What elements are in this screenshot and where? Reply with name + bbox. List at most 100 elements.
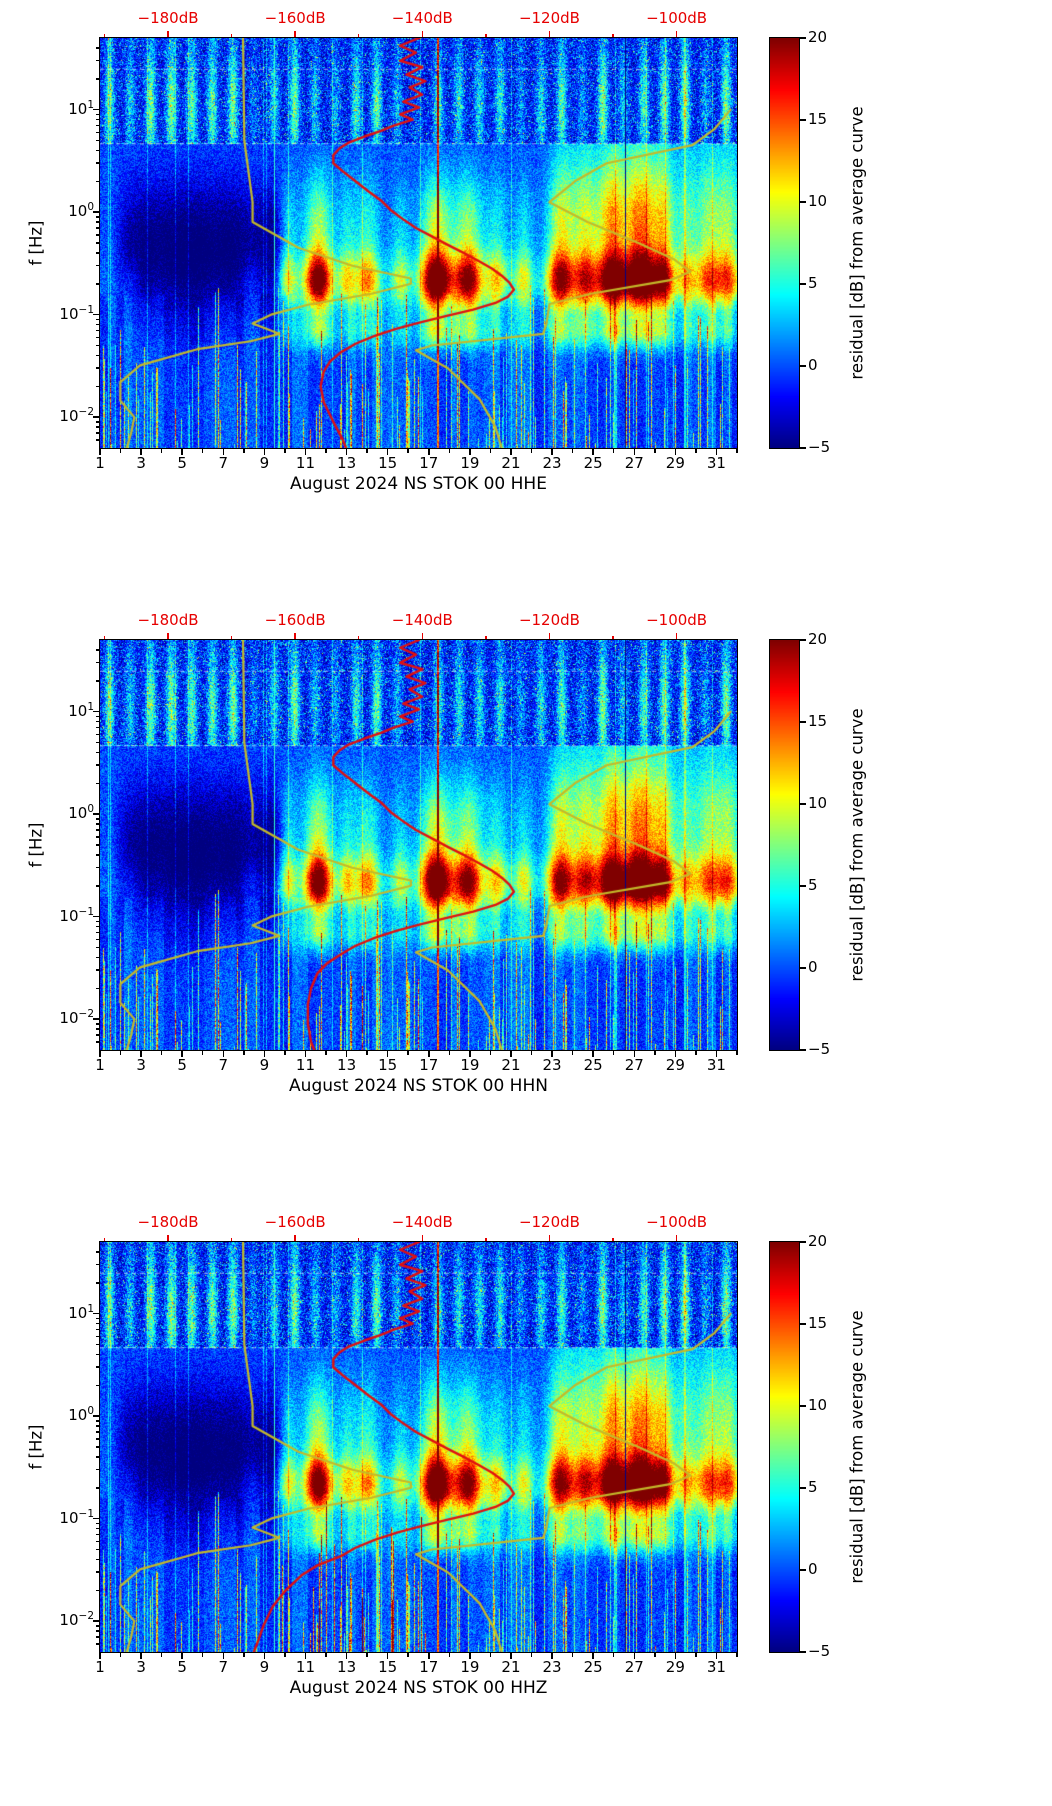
colorbar-tick: [800, 885, 806, 887]
top-axis-tick-label: −160dB: [264, 9, 326, 27]
panel-hhe: f [Hz] residual [dB] from average curve …: [0, 0, 1052, 602]
y-axis-minor-tick: [95, 227, 99, 229]
x-axis-minor-tick: [448, 1653, 451, 1657]
x-axis-tick-label: 3: [136, 454, 146, 472]
x-axis-tick-label: 31: [706, 454, 726, 472]
top-axis-tick-label: −180dB: [137, 9, 199, 27]
x-axis-major-tick: [181, 449, 183, 455]
x-axis-minor-tick: [119, 1051, 122, 1055]
y-axis-minor-tick: [95, 344, 99, 347]
y-axis-minor-tick: [95, 59, 99, 62]
spectrogram-canvas-hhz: [99, 1241, 738, 1653]
x-axis-minor-tick: [160, 1653, 163, 1657]
axes-ticks-layer: −180dB −160dB −140dB −120dB −100dB 1 3 5 7 9 11 13 1…: [0, 602, 1052, 1204]
top-axis-minor-tick: [612, 635, 614, 639]
x-axis-tick-label: 1: [95, 1658, 105, 1676]
y-axis-minor-tick: [95, 818, 99, 820]
y-axis-major-tick: [93, 211, 99, 213]
x-axis-minor-tick: [407, 1051, 409, 1055]
x-axis-minor-tick: [448, 449, 451, 453]
y-axis-minor-tick: [95, 969, 99, 971]
top-axis-minor-tick: [485, 635, 487, 639]
x-axis-minor-tick: [654, 449, 656, 453]
x-axis-minor-tick: [325, 449, 327, 453]
x-axis-tick-label: 9: [259, 1056, 270, 1074]
colorbar-tick: [800, 119, 806, 121]
x-axis-tick-label: 11: [295, 1056, 316, 1074]
x-axis-tick-label: 29: [665, 1056, 685, 1074]
y-axis-minor-tick: [95, 252, 99, 254]
x-axis-minor-tick: [612, 449, 615, 453]
x-axis-tick-label: 19: [460, 1658, 480, 1676]
y-axis-minor-tick: [95, 1023, 99, 1025]
top-axis-major-tick: [167, 31, 169, 37]
top-axis-tick-label: −160dB: [264, 1213, 326, 1231]
colorbar-tick: [800, 447, 806, 449]
x-axis-tick-label: 11: [295, 1658, 316, 1676]
colorbar-tick-label: 0: [808, 958, 818, 976]
colorbar-tick: [800, 1651, 806, 1653]
y-axis-minor-tick: [95, 234, 99, 236]
y-axis-minor-tick: [95, 715, 99, 718]
x-axis-tick-label: 9: [259, 454, 270, 472]
x-axis-major-tick: [99, 1653, 101, 1659]
x-axis-minor-tick: [284, 449, 286, 453]
x-axis-tick-label: 25: [583, 454, 603, 472]
axes-ticks-layer: −180dB −160dB −140dB −120dB −100dB 1 3 5 7 9 11 13 1…: [0, 0, 1052, 602]
x-axis-minor-tick: [489, 1653, 492, 1657]
y-axis-major-tick: [93, 1415, 99, 1417]
x-axis-major-tick: [469, 1653, 471, 1659]
x-axis-tick-label: 7: [218, 1056, 229, 1074]
y-axis-minor-tick: [95, 139, 99, 142]
y-axis-minor-tick: [95, 1558, 99, 1561]
colorbar-tick-label: 0: [808, 1560, 818, 1578]
x-axis-major-tick: [715, 1653, 718, 1659]
x-axis-minor-tick: [407, 449, 409, 453]
x-axis-major-tick: [428, 449, 430, 455]
colorbar-tick: [800, 1569, 806, 1571]
x-axis-tick-label: 23: [542, 1056, 562, 1074]
y-axis-tick-label: 10−1: [59, 303, 94, 323]
y-axis-minor-tick: [95, 1384, 99, 1387]
y-axis-minor-tick: [95, 1540, 99, 1543]
top-axis-major-tick: [294, 633, 296, 639]
y-axis-minor-tick: [95, 47, 99, 49]
y-axis-minor-tick: [95, 1527, 99, 1530]
y-axis-tick-label: 10−2: [59, 406, 94, 426]
x-axis-minor-tick: [530, 1051, 533, 1055]
y-axis-major-tick: [93, 1620, 99, 1622]
x-axis-tick-label: 7: [218, 454, 229, 472]
x-axis-tick-label: 21: [501, 1056, 521, 1074]
y-axis-minor-tick: [95, 1438, 99, 1440]
colorbar-tick: [800, 1487, 806, 1489]
top-axis-tick-label: −120dB: [518, 1213, 580, 1231]
y-axis-minor-tick: [95, 1522, 99, 1525]
x-axis-minor-tick: [366, 1051, 368, 1055]
top-axis-major-tick: [421, 31, 424, 37]
top-axis-tick-label: −180dB: [137, 611, 199, 629]
y-axis-minor-tick: [95, 367, 99, 369]
colorbar-tick: [800, 1241, 806, 1243]
x-axis-tick-label: 17: [419, 1056, 439, 1074]
x-axis-minor-tick: [489, 1051, 492, 1055]
x-axis-minor-tick: [571, 1653, 574, 1657]
x-axis-tick-label: 25: [583, 1658, 603, 1676]
y-axis-minor-tick: [95, 1425, 99, 1427]
top-axis-tick-label: −100dB: [646, 611, 708, 629]
y-axis-minor-tick: [95, 264, 99, 267]
x-axis-minor-tick: [160, 1051, 163, 1055]
y-axis-minor-tick: [95, 1028, 99, 1030]
x-axis-major-tick: [263, 449, 266, 455]
x-axis-tick-label: 13: [337, 454, 357, 472]
x-axis-minor-tick: [736, 1653, 738, 1657]
x-axis-major-tick: [674, 1051, 677, 1057]
top-axis-minor-tick: [612, 1237, 614, 1241]
y-axis-minor-tick: [95, 661, 99, 664]
x-axis-minor-tick: [530, 1653, 533, 1657]
x-axis-tick-label: 15: [378, 454, 398, 472]
top-axis-major-tick: [675, 31, 678, 37]
y-axis-minor-tick: [95, 1431, 99, 1433]
x-axis-major-tick: [469, 449, 471, 455]
y-axis-minor-tick: [95, 987, 99, 990]
